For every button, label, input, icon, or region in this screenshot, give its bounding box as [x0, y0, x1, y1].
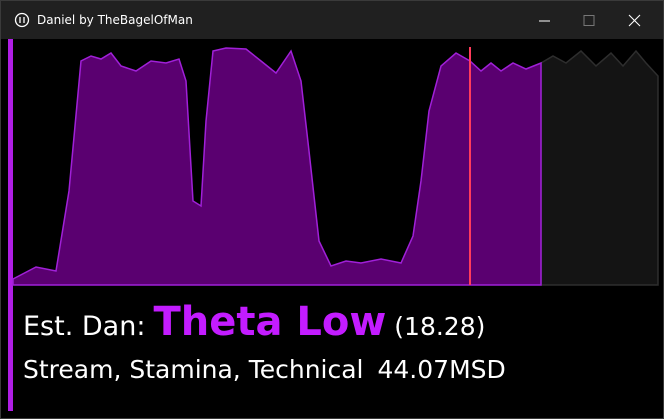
title-bar-icons [14, 12, 641, 28]
dan-line: Est. Dan: Theta Low (18.28) [23, 299, 485, 345]
dan-label: Est. Dan: [23, 311, 146, 342]
maximize-button[interactable] [583, 15, 595, 26]
app-icon [14, 12, 30, 28]
dan-value: Theta Low [153, 299, 387, 345]
title-bar: Daniel by TheBagelOfMan [1, 1, 663, 39]
dan-score: (18.28) [394, 312, 486, 341]
skills-line: Stream, Stamina, Technical 44.07MSD [23, 355, 506, 384]
close-button[interactable] [628, 14, 641, 27]
progress-bar [8, 39, 13, 411]
skills: Stream, Stamina, Technical [23, 355, 364, 384]
msd: 44.07MSD [377, 355, 506, 384]
upcoming-area [540, 49, 659, 286]
difficulty-graph [8, 39, 659, 411]
played-area [12, 47, 542, 286]
window-title: Daniel by TheBagelOfMan [37, 13, 193, 27]
